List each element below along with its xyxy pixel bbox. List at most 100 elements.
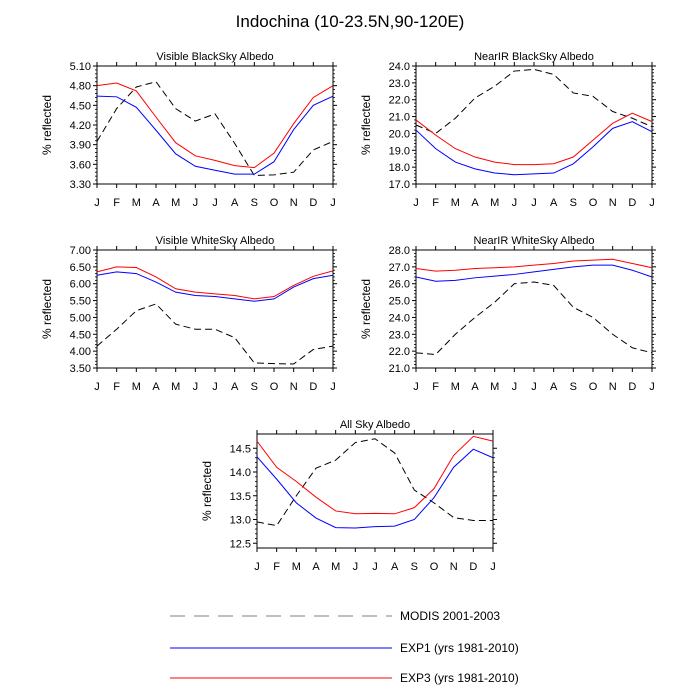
- x-tick-label: N: [609, 381, 617, 393]
- y-tick-label: 23.0: [389, 329, 410, 341]
- y-tick-label: 3.30: [70, 179, 91, 191]
- chart-panel: NearIR BlackSky Albedo 17.0 18.0 19.0 20.0 21…: [359, 51, 656, 209]
- series-line: [96, 95, 334, 175]
- x-tick-label: A: [550, 197, 558, 209]
- y-tick-label: 4.20: [70, 120, 91, 132]
- x-tick-label: M: [331, 561, 340, 573]
- x-tick-label: J: [372, 561, 378, 573]
- panel-title: All Sky Albedo: [340, 419, 410, 431]
- x-tick-label: J: [212, 381, 218, 393]
- y-tick-label: 28.0: [389, 245, 410, 257]
- y-tick-label: 4.50: [70, 329, 91, 341]
- x-tick-label: M: [171, 381, 180, 393]
- legend-item: EXP1 (yrs 1981-2010): [170, 641, 519, 655]
- x-tick-label: S: [251, 197, 258, 209]
- x-tick-label: O: [270, 381, 279, 393]
- x-tick-label: A: [550, 381, 558, 393]
- x-tick-label: J: [649, 197, 655, 209]
- x-tick-label: A: [231, 197, 239, 209]
- x-tick-label: F: [432, 197, 439, 209]
- y-axis-label: % reflected: [40, 95, 54, 155]
- x-tick-label: D: [309, 381, 317, 393]
- y-tick-label: 20.0: [389, 128, 410, 140]
- x-tick-label: J: [212, 197, 218, 209]
- chart-panel: Visible BlackSky Albedo 3.30 3.60 3.90 4.20 4…: [40, 51, 337, 209]
- y-tick-label: 5.50: [70, 296, 91, 308]
- series-line: [415, 264, 653, 282]
- chart-panel: Visible WhiteSky Albedo 3.50 4.00 4.50 5.00 5…: [40, 235, 337, 393]
- x-tick-label: F: [113, 197, 120, 209]
- series-line: [415, 258, 653, 272]
- x-tick-label: J: [353, 561, 359, 573]
- y-tick-label: 14.5: [230, 443, 251, 455]
- y-tick-label: 7.00: [70, 245, 91, 257]
- y-tick-label: 3.60: [70, 159, 91, 171]
- y-axis-label: % reflected: [40, 279, 54, 339]
- y-tick-label: 3.90: [70, 140, 91, 152]
- x-tick-label: J: [254, 561, 260, 573]
- series-line: [96, 303, 334, 365]
- legend-label: EXP3 (yrs 1981-2010): [400, 671, 519, 685]
- x-tick-label: O: [270, 197, 279, 209]
- x-tick-label: J: [649, 381, 655, 393]
- y-tick-label: 4.80: [70, 81, 91, 93]
- series-line: [96, 82, 334, 169]
- x-tick-label: J: [531, 197, 537, 209]
- x-tick-label: M: [490, 381, 499, 393]
- y-tick-label: 26.0: [389, 279, 410, 291]
- x-tick-label: J: [512, 197, 518, 209]
- y-tick-label: 18.0: [389, 162, 410, 174]
- x-tick-label: J: [94, 381, 100, 393]
- x-tick-label: A: [152, 381, 160, 393]
- chart-panel: NearIR WhiteSky Albedo 21.0 22.0 23.0 24.0 25…: [359, 235, 656, 393]
- x-tick-label: D: [309, 197, 317, 209]
- x-tick-label: N: [290, 381, 298, 393]
- y-tick-label: 3.50: [70, 363, 91, 375]
- x-tick-label: J: [193, 381, 199, 393]
- y-tick-label: 25.0: [389, 296, 410, 308]
- x-tick-label: J: [193, 197, 199, 209]
- series-line: [256, 438, 493, 527]
- x-tick-label: S: [570, 197, 577, 209]
- y-tick-label: 6.00: [70, 279, 91, 291]
- x-tick-label: J: [413, 197, 419, 209]
- x-tick-label: S: [570, 381, 577, 393]
- series-line: [256, 435, 494, 515]
- x-tick-label: F: [432, 381, 439, 393]
- y-axis-label: % reflected: [359, 279, 373, 339]
- x-tick-label: J: [512, 381, 518, 393]
- figure-title: Indochina (10-23.5N,90-120E): [235, 12, 465, 31]
- x-tick-label: O: [589, 197, 598, 209]
- x-tick-label: A: [231, 381, 239, 393]
- x-tick-label: D: [628, 197, 636, 209]
- panel-title: NearIR BlackSky Albedo: [474, 51, 594, 63]
- plot-frame: [415, 249, 653, 369]
- x-tick-label: J: [490, 561, 496, 573]
- series-line: [415, 68, 653, 135]
- x-tick-label: A: [312, 561, 320, 573]
- x-tick-label: F: [113, 381, 120, 393]
- x-tick-label: N: [290, 197, 298, 209]
- x-tick-label: M: [490, 197, 499, 209]
- x-tick-label: M: [292, 561, 301, 573]
- panel-title: Visible BlackSky Albedo: [156, 51, 273, 63]
- legend-label: MODIS 2001-2003: [400, 609, 500, 623]
- y-tick-label: 24.0: [389, 61, 410, 73]
- series-line: [415, 121, 653, 176]
- x-tick-label: N: [450, 561, 458, 573]
- x-tick-label: A: [152, 197, 160, 209]
- plot-frame: [415, 65, 653, 185]
- x-tick-label: S: [411, 561, 418, 573]
- y-tick-label: 23.0: [389, 78, 410, 90]
- panel-title: Visible WhiteSky Albedo: [156, 235, 274, 247]
- series-line: [415, 112, 653, 166]
- x-tick-label: S: [251, 381, 258, 393]
- y-tick-label: 4.00: [70, 346, 91, 358]
- panel-title: NearIR WhiteSky Albedo: [473, 235, 594, 247]
- legend-item: EXP3 (yrs 1981-2010): [170, 671, 519, 685]
- x-tick-label: M: [171, 197, 180, 209]
- x-tick-label: J: [531, 381, 537, 393]
- x-tick-label: M: [451, 197, 460, 209]
